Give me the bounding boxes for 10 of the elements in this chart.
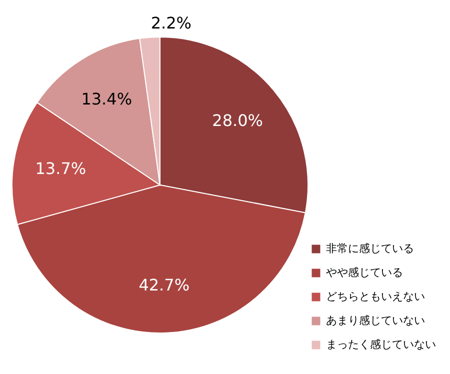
legend-label: まったく感じていない xyxy=(326,338,436,351)
data-label: 28.0% xyxy=(212,110,263,130)
legend-label: 非常に感じている xyxy=(326,242,414,255)
data-label: 2.2% xyxy=(150,13,192,32)
data-label: 13.7% xyxy=(35,158,86,178)
data-label: 42.7% xyxy=(138,276,190,295)
legend-label: どちらともいえない xyxy=(326,290,425,303)
data-label: 13.4% xyxy=(81,90,132,109)
legend-label: やや感じている xyxy=(326,266,403,279)
legend-label: あまり感じていない xyxy=(326,314,425,327)
